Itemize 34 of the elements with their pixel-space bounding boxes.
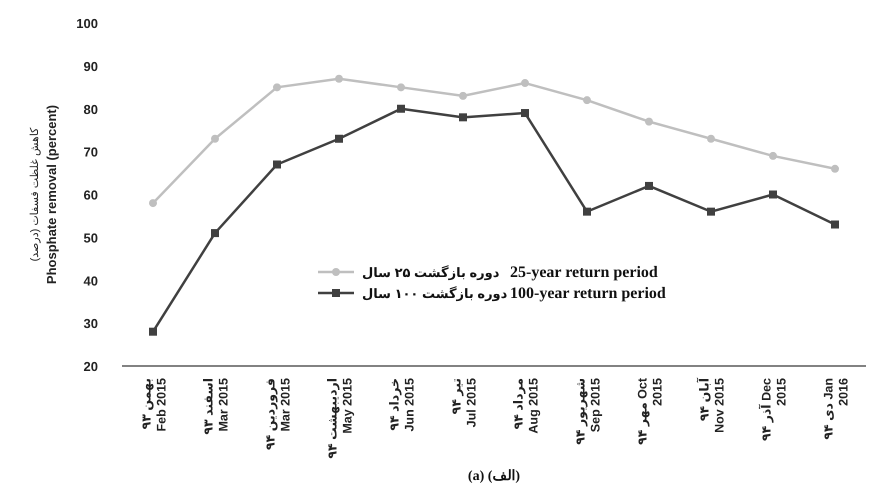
point bbox=[583, 208, 591, 216]
point bbox=[211, 134, 219, 143]
point bbox=[335, 74, 343, 83]
point bbox=[707, 208, 715, 216]
y-tick-label: 80 bbox=[84, 102, 98, 117]
y-tick-label: 90 bbox=[84, 58, 98, 74]
point bbox=[521, 109, 529, 118]
point bbox=[459, 92, 467, 100]
point bbox=[769, 152, 777, 160]
point bbox=[459, 113, 467, 122]
point bbox=[211, 229, 219, 238]
point bbox=[273, 160, 281, 168]
point bbox=[335, 134, 343, 143]
point bbox=[149, 328, 157, 336]
point bbox=[583, 96, 591, 104]
y-tick-label: 60 bbox=[84, 188, 98, 202]
point bbox=[769, 190, 777, 198]
point bbox=[397, 104, 405, 113]
point bbox=[707, 134, 715, 143]
point bbox=[831, 164, 839, 173]
point bbox=[397, 83, 405, 92]
y-tick-label: 100 bbox=[76, 16, 98, 31]
y-tick-label: 20 bbox=[84, 359, 98, 374]
point bbox=[149, 199, 157, 208]
y-tick-label: 70 bbox=[84, 144, 98, 160]
text: (a) (الف) bbox=[468, 469, 520, 484]
point bbox=[645, 118, 653, 126]
point bbox=[831, 220, 839, 229]
y-tick-label: 40 bbox=[84, 273, 98, 288]
y-tick-label: 30 bbox=[84, 316, 98, 332]
point bbox=[273, 83, 281, 92]
point bbox=[645, 182, 653, 190]
point bbox=[521, 79, 529, 88]
y-tick-label: 50 bbox=[84, 230, 98, 246]
